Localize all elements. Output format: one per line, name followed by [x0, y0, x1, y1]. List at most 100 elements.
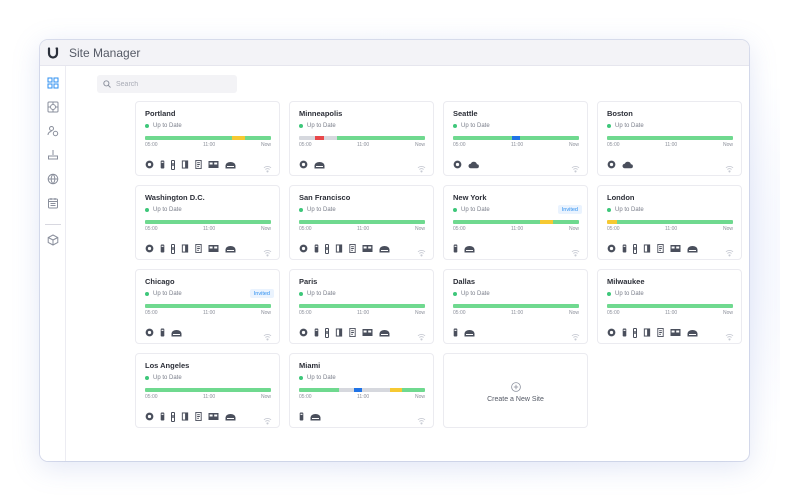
sidebar-divider: [45, 224, 61, 225]
door-access-icon: [171, 159, 175, 170]
time-label: Now: [414, 142, 425, 148]
uptime-bar: [607, 220, 733, 224]
wifi-icon: [725, 244, 734, 257]
search-box[interactable]: [97, 75, 237, 93]
status-text: Up to Date: [615, 291, 644, 297]
time-label: 11:00: [203, 226, 216, 232]
site-name: Miami: [299, 361, 321, 370]
uptime-bar: [299, 388, 425, 392]
site-card[interactable]: New York Up to Date Invited 05:00 11:00 …: [443, 185, 588, 260]
site-card[interactable]: Boston Up to Date 05:00 11:00 Now: [597, 101, 742, 176]
time-label: 05:00: [299, 226, 312, 232]
wifi-icon: [417, 160, 426, 173]
device-list: [145, 159, 242, 170]
device-list: [299, 160, 331, 169]
site-name: New York: [453, 193, 487, 202]
status-text: Up to Date: [153, 375, 182, 381]
site-card[interactable]: Milwaukee Up to Date 05:00 11:00 Now: [597, 269, 742, 344]
globe-icon[interactable]: [46, 172, 60, 186]
time-label: Now: [568, 226, 579, 232]
phone-icon: [349, 244, 356, 253]
site-status: Up to Date: [607, 291, 644, 297]
site-card[interactable]: Washington D.C. Up to Date 05:00 11:00 N…: [135, 185, 280, 260]
box-icon[interactable]: [46, 233, 60, 247]
app-window: Site Manager: [40, 40, 749, 461]
time-label: 05:00: [607, 310, 620, 316]
time-label: Now: [568, 310, 579, 316]
site-card[interactable]: Paris Up to Date 05:00 11:00 Now: [289, 269, 434, 344]
device-list: [299, 327, 396, 338]
status-text: Up to Date: [153, 207, 182, 213]
device-list: [453, 328, 481, 337]
time-label: 05:00: [145, 142, 158, 148]
status-dot: [607, 292, 611, 296]
status-text: Up to Date: [153, 123, 182, 129]
site-card[interactable]: Portland Up to Date 05:00 11:00 Now: [135, 101, 280, 176]
uptime-bar: [299, 304, 425, 308]
wifi-icon: [725, 328, 734, 341]
site-status: Up to Date: [607, 123, 644, 129]
phone-icon: [195, 244, 202, 253]
uptime-segment: [607, 136, 733, 140]
wifi-icon: [417, 244, 426, 257]
uptime-segment: [539, 220, 553, 224]
uptime-bar: [607, 136, 733, 140]
site-name: Seattle: [453, 109, 478, 118]
status-text: Up to Date: [461, 123, 490, 129]
site-card[interactable]: Minneapolis Up to Date 05:00 11:00 Now: [289, 101, 434, 176]
switch-icon: [181, 244, 189, 253]
uptime-bar: [453, 304, 579, 308]
wifi-icon: [417, 412, 426, 425]
dashboard-icon[interactable]: [46, 76, 60, 90]
status-text: Up to Date: [307, 291, 336, 297]
access-point-icon: [225, 160, 236, 169]
time-label: 11:00: [357, 226, 370, 232]
site-name: San Francisco: [299, 193, 351, 202]
camera-icon: [453, 160, 462, 169]
search-input[interactable]: [116, 80, 226, 88]
status-dot: [299, 292, 303, 296]
users-icon[interactable]: [46, 124, 60, 138]
access-point-icon: [314, 160, 325, 169]
main-content: Portland Up to Date 05:00 11:00 Now Minn…: [67, 66, 749, 461]
site-card[interactable]: Seattle Up to Date 05:00 11:00 Now: [443, 101, 588, 176]
access-point-icon: [464, 328, 475, 337]
calendar-icon[interactable]: [46, 196, 60, 210]
app-title: Site Manager: [69, 45, 141, 60]
status-text: Up to Date: [153, 291, 182, 297]
status-dot: [299, 208, 303, 212]
ubiquiti-logo-icon: [47, 46, 61, 60]
network-icon[interactable]: [46, 148, 60, 162]
site-card[interactable]: Dallas Up to Date 05:00 11:00 Now: [443, 269, 588, 344]
site-card[interactable]: San Francisco Up to Date 05:00 11:00 Now: [289, 185, 434, 260]
site-card[interactable]: Los Angeles Up to Date 05:00 11:00 Now: [135, 353, 280, 428]
uptime-segment: [145, 220, 271, 224]
uptime-segment: [299, 136, 316, 140]
uptime-bar: [145, 304, 271, 308]
plus-circle-icon: [510, 379, 521, 392]
status-dot: [145, 376, 149, 380]
site-card[interactable]: Chicago Up to Date Invited 05:00 11:00 N…: [135, 269, 280, 344]
status-dot: [607, 208, 611, 212]
invited-badge: Invited: [557, 205, 582, 214]
gateway-icon: [622, 244, 627, 253]
devices-icon[interactable]: [46, 100, 60, 114]
nvr-icon: [362, 328, 373, 337]
site-card[interactable]: Miami Up to Date 05:00 11:00 Now: [289, 353, 434, 428]
status-dot: [453, 124, 457, 128]
camera-icon: [607, 160, 616, 169]
site-status: Up to Date: [453, 207, 490, 213]
title-bar: Site Manager: [40, 40, 749, 66]
time-label: 11:00: [357, 394, 370, 400]
site-card[interactable]: London Up to Date 05:00 11:00 Now: [597, 185, 742, 260]
gateway-icon: [453, 328, 458, 337]
status-dot: [299, 376, 303, 380]
gateway-icon: [299, 412, 304, 421]
site-status: Up to Date: [299, 123, 336, 129]
gateway-icon: [160, 328, 165, 337]
camera-icon: [607, 244, 616, 253]
gateway-icon: [314, 328, 319, 337]
create-new-site-card[interactable]: Create a New Site: [443, 353, 588, 428]
camera-icon: [145, 244, 154, 253]
sidebar: [40, 66, 66, 461]
